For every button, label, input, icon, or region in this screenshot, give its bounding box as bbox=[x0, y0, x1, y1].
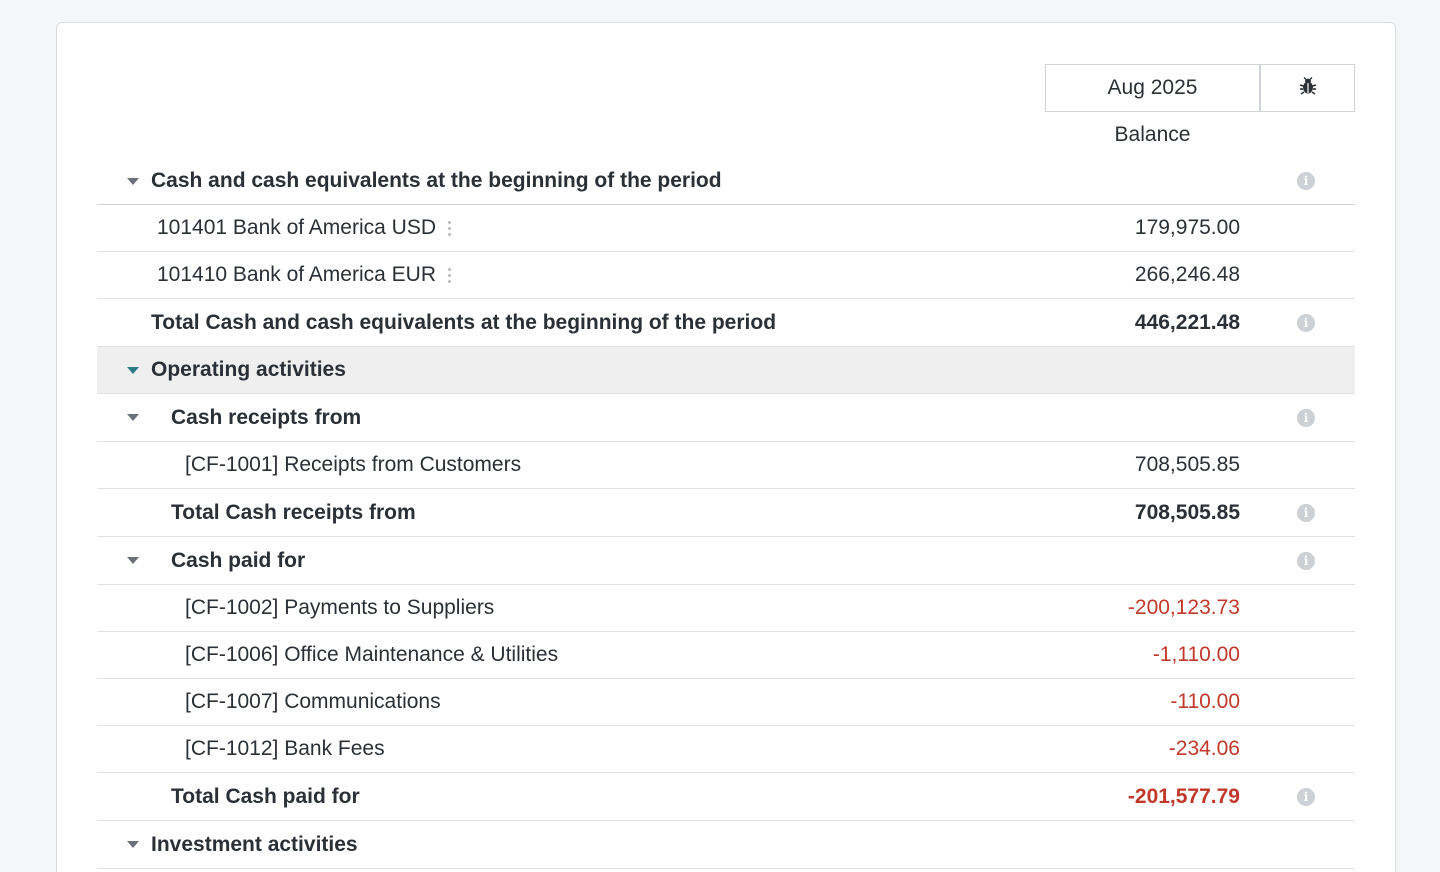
receipts-header-row[interactable]: Cash receipts from i bbox=[97, 394, 1355, 442]
investment-activities-header-row[interactable]: Investment activities bbox=[97, 821, 1355, 869]
opening-total-row: Total Cash and cash equivalents at the b… bbox=[97, 299, 1355, 347]
row-value[interactable]: -1,110.00 bbox=[1152, 643, 1240, 666]
table-row: 101410 Bank of America EUR 266,246.48 bbox=[97, 252, 1355, 299]
caret-down-icon[interactable] bbox=[127, 366, 139, 374]
row-label[interactable]: [CF-1012] Bank Fees bbox=[185, 737, 385, 760]
opening-section-header-row[interactable]: Cash and cash equivalents at the beginni… bbox=[97, 158, 1355, 205]
bug-icon bbox=[1298, 76, 1318, 101]
row-label: Operating activities bbox=[151, 358, 346, 381]
info-icon[interactable]: i bbox=[1297, 313, 1315, 332]
info-icon[interactable]: i bbox=[1297, 172, 1315, 190]
row-label[interactable]: 101410 Bank of America EUR bbox=[157, 263, 451, 287]
caret-down-icon[interactable] bbox=[127, 177, 139, 185]
row-label: Total Cash paid for bbox=[171, 784, 360, 808]
row-label[interactable]: [CF-1002] Payments to Suppliers bbox=[185, 596, 495, 619]
row-label: Total Cash receipts from bbox=[171, 500, 416, 524]
paid-total-row: Total Cash paid for -201,577.79 i bbox=[97, 773, 1355, 821]
row-value[interactable]: 266,246.48 bbox=[1134, 263, 1240, 286]
table-row: [CF-1001] Receipts from Customers 708,50… bbox=[97, 442, 1355, 489]
row-value[interactable]: -200,123.73 bbox=[1127, 596, 1240, 619]
row-label: Total Cash and cash equivalents at the b… bbox=[151, 310, 777, 334]
paid-header-row[interactable]: Cash paid for i bbox=[97, 537, 1355, 585]
table-row: [CF-1006] Office Maintenance & Utilities… bbox=[97, 632, 1355, 679]
info-icon[interactable]: i bbox=[1297, 408, 1315, 427]
row-label: Investment activities bbox=[151, 832, 358, 856]
row-value[interactable]: -201,577.79 bbox=[1127, 784, 1240, 808]
receipts-total-row: Total Cash receipts from 708,505.85 i bbox=[97, 489, 1355, 537]
row-label[interactable]: [CF-1007] Communications bbox=[185, 690, 441, 713]
row-label[interactable]: 101401 Bank of America USD bbox=[157, 216, 451, 240]
caret-down-icon[interactable] bbox=[127, 414, 139, 421]
table-row: [CF-1012] Bank Fees -234.06 bbox=[97, 726, 1355, 773]
row-label[interactable]: [CF-1001] Receipts from Customers bbox=[185, 453, 522, 476]
vertical-dots-icon[interactable] bbox=[448, 267, 451, 283]
report-card: Aug 2025 Balance bbox=[56, 22, 1396, 872]
cash-flow-table: Cash and cash equivalents at the beginni… bbox=[97, 158, 1355, 869]
table-row: 101401 Bank of America USD 179,975.00 bbox=[97, 205, 1355, 252]
vertical-dots-icon[interactable] bbox=[448, 220, 451, 236]
row-value[interactable]: 708,505.85 bbox=[1134, 453, 1240, 476]
report-header: Aug 2025 Balance bbox=[57, 23, 1395, 181]
row-label[interactable]: [CF-1006] Office Maintenance & Utilities bbox=[185, 643, 559, 666]
info-icon[interactable]: i bbox=[1297, 551, 1315, 570]
balance-column-header: Balance bbox=[1114, 123, 1191, 146]
row-label: Cash paid for bbox=[171, 548, 306, 572]
info-icon[interactable]: i bbox=[1297, 503, 1315, 522]
operating-activities-header-row[interactable]: Operating activities bbox=[97, 347, 1355, 394]
caret-down-icon[interactable] bbox=[127, 841, 139, 848]
period-selector[interactable]: Aug 2025 bbox=[1045, 64, 1260, 112]
caret-down-icon[interactable] bbox=[127, 557, 139, 564]
row-value[interactable]: 708,505.85 bbox=[1134, 500, 1240, 524]
row-value[interactable]: 179,975.00 bbox=[1134, 216, 1240, 239]
row-label: Cash receipts from bbox=[171, 405, 362, 429]
period-label: Aug 2025 bbox=[1107, 76, 1198, 99]
row-value[interactable]: -110.00 bbox=[1170, 690, 1240, 713]
info-icon[interactable]: i bbox=[1297, 787, 1315, 806]
table-row: [CF-1002] Payments to Suppliers -200,123… bbox=[97, 585, 1355, 632]
row-label: Cash and cash equivalents at the beginni… bbox=[151, 169, 722, 192]
row-value[interactable]: -234.06 bbox=[1168, 737, 1240, 760]
table-row: [CF-1007] Communications -110.00 bbox=[97, 679, 1355, 726]
debug-button[interactable] bbox=[1260, 64, 1355, 112]
row-value[interactable]: 446,221.48 bbox=[1134, 310, 1240, 334]
